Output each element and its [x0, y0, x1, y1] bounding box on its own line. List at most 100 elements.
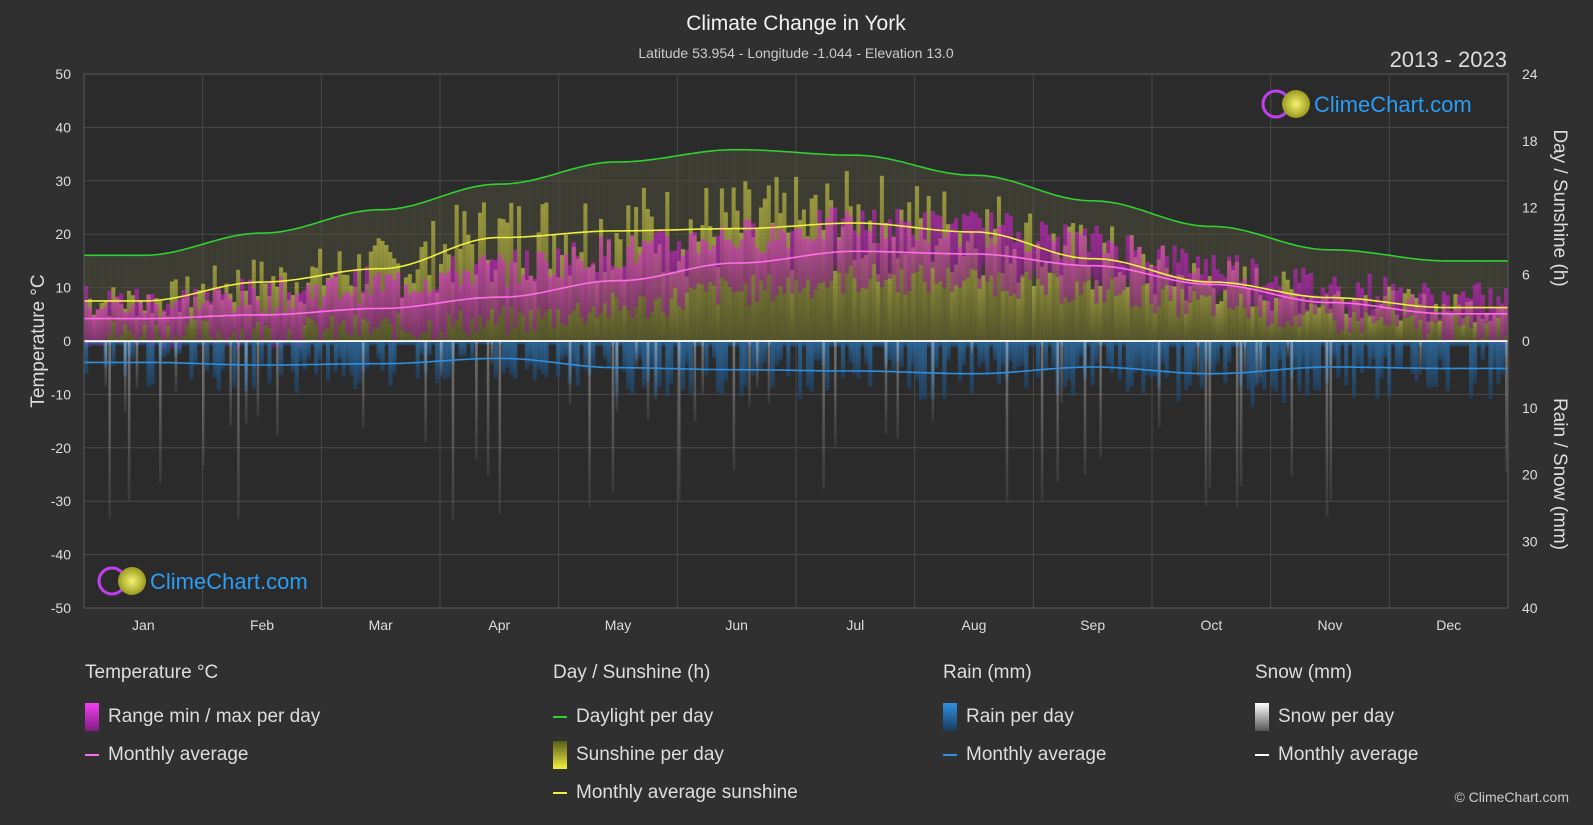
rain-day-bar [637, 341, 643, 359]
rain-day-bar [1016, 341, 1021, 368]
sunshine-day-bar [1074, 266, 1080, 341]
sunshine-day-bar [1004, 245, 1009, 341]
rain-day-bar [466, 341, 471, 345]
rain-day-bar [1102, 341, 1107, 347]
rain-day-bar [1172, 341, 1177, 348]
temp-range-day-bar [875, 243, 881, 282]
temp-range-day-bar [524, 250, 530, 333]
temp-range-day-bar [739, 239, 744, 292]
daylight-day-bar [427, 200, 432, 341]
temp-range-day-bar [1254, 264, 1259, 307]
temp-range-day-bar [286, 292, 292, 329]
rain-day-bar [595, 341, 600, 347]
rain-day-bar [1047, 341, 1052, 347]
temp-range-day-bar [310, 298, 315, 320]
rain-day-bar [341, 341, 346, 377]
temp-range-day-bar [497, 254, 502, 315]
daylight-day-bar [275, 232, 280, 341]
sunshine-day-bar [930, 261, 935, 341]
rain-day-bar [302, 341, 307, 370]
temp-tick-label: -20 [51, 440, 71, 456]
sunshine-day-bar [142, 310, 147, 341]
month-tick-label: Apr [488, 617, 510, 633]
legend-item-snow-avg[interactable]: Monthly average [1255, 736, 1418, 774]
sunshine-day-bar [1020, 274, 1025, 341]
daylight-day-bar [286, 230, 292, 341]
plot-frame [83, 73, 1509, 609]
legend-item-daylight[interactable]: Daylight per day [553, 698, 798, 736]
daylight-day-bar [154, 254, 159, 341]
temp-range-day-bar [240, 278, 245, 330]
temp-range-day-bar [989, 212, 994, 276]
sunshine-day-bar [505, 222, 510, 341]
snow-day-bar [1235, 341, 1239, 507]
rain-day-bar [204, 341, 210, 371]
sunshine-day-bar [189, 307, 194, 341]
rain-day-bar [1231, 341, 1236, 348]
temp-range-day-bar [634, 263, 639, 307]
legend-item-snow[interactable]: Snow per day [1255, 698, 1418, 736]
temp-range-day-bar [411, 290, 416, 337]
snow-day-bar [1419, 341, 1422, 375]
brand-logo-top[interactable]: ClimeChart.com [1261, 89, 1472, 119]
temp-range-day-bar [903, 222, 908, 295]
snow-day-bar [588, 341, 591, 507]
rain-day-bar [696, 341, 701, 347]
rain-day-bar [989, 341, 994, 348]
sunshine-day-bar [1047, 272, 1052, 341]
temp-range-day-bar [996, 226, 1002, 273]
rain-day-bar [1094, 341, 1099, 363]
rain-day-bar [688, 341, 693, 395]
legend-item-rain[interactable]: Rain per day [943, 698, 1106, 736]
rain-day-bar [1394, 341, 1400, 369]
sunshine-day-bar [1051, 233, 1056, 341]
temp-tick-label: 20 [55, 226, 71, 242]
rain-day-bar [1277, 341, 1283, 361]
daylight-day-bar [403, 206, 409, 341]
rain-day-bar [856, 341, 861, 379]
rain-day-bar [938, 341, 943, 348]
legend-item-sunshine[interactable]: Sunshine per day [553, 736, 798, 774]
legend-item-temp-avg[interactable]: Monthly average [85, 736, 320, 774]
sunshine-day-bar [1032, 286, 1037, 341]
temp-range-day-bar [298, 293, 303, 348]
temp-range-day-bar [552, 274, 557, 328]
sunshine-avg-line [84, 222, 1508, 309]
rain-day-bar [247, 341, 253, 346]
rain-day-bar [1110, 341, 1115, 373]
daylight-day-bar [232, 235, 237, 341]
daylight-day-bar [360, 210, 366, 341]
temp-range-day-bar [403, 284, 409, 333]
rain-day-bar [996, 341, 1002, 385]
temp-range-day-bar [236, 306, 241, 349]
brand-logo-bottom[interactable]: ClimeChart.com [97, 566, 308, 596]
rain-day-bar [1445, 341, 1450, 392]
temp-range-day-bar [1426, 288, 1431, 334]
daylight-day-bar [684, 154, 690, 341]
rain-day-bar [868, 341, 873, 387]
rain-day-bar [957, 341, 963, 382]
temp-range-day-bar [1437, 318, 1442, 321]
daylight-day-bar [255, 233, 260, 341]
rain-day-bar [528, 341, 533, 365]
temp-range-day-bar [954, 218, 959, 285]
sunshine-day-bar [868, 220, 873, 341]
temp-range-day-bar [723, 240, 729, 281]
temp-range-day-bar [1168, 274, 1173, 301]
rain-day-bar [403, 341, 409, 346]
rain-day-bar [723, 341, 729, 382]
legend-item-temp-range[interactable]: Range min / max per day [85, 698, 320, 736]
rain-day-bar [1316, 341, 1322, 391]
sunshine-day-bar [712, 236, 717, 341]
temp-range-day-bar [1039, 221, 1045, 286]
rain-day-bar [758, 341, 764, 370]
temp-range-day-bar [95, 308, 100, 346]
legend-item-sunshine-avg[interactable]: Monthly average sunshine [553, 774, 798, 812]
legend-item-rain-avg[interactable]: Monthly average [943, 736, 1106, 774]
temp-range-day-bar [911, 235, 916, 274]
temp-range-day-bar [513, 249, 518, 329]
snow-day-bar [108, 341, 111, 518]
temp-range-day-bar [817, 209, 822, 284]
right-axis-label-top: Day / Sunshine (h) [1549, 129, 1570, 286]
